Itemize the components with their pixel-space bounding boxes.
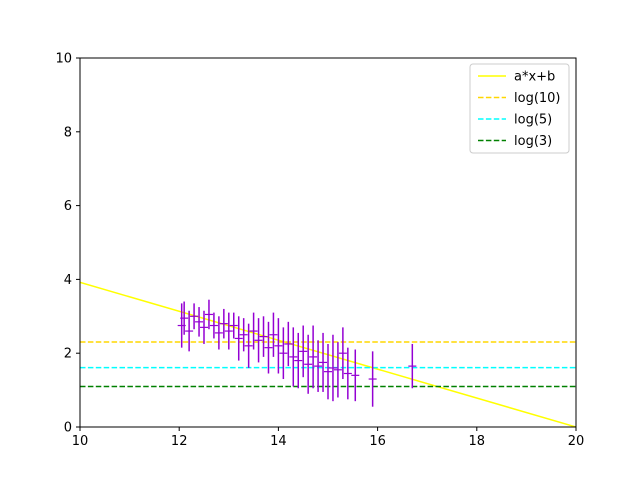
data-point (338, 327, 347, 380)
data-point (254, 318, 263, 363)
y-tick-label: 2 (64, 347, 72, 362)
y-tick-label: 0 (64, 421, 72, 436)
axis-ticks: 10 12 14 16 18 20 0 2 4 6 8 10 (55, 52, 584, 450)
data-point (229, 312, 238, 339)
data-point (284, 321, 293, 367)
data-point (180, 301, 189, 335)
x-tick-label: 10 (72, 434, 89, 449)
y-tick-label: 8 (64, 125, 72, 140)
x-tick-label: 20 (568, 434, 585, 449)
data-point (299, 325, 308, 378)
data-point (249, 312, 258, 350)
legend-label: log(3) (514, 134, 552, 149)
data-point (319, 332, 328, 392)
data-point (279, 327, 288, 380)
data-point (204, 299, 213, 330)
data-point (259, 316, 268, 357)
data-point (314, 340, 323, 392)
data-point (239, 318, 248, 352)
data-point (264, 321, 273, 374)
data-point (274, 318, 283, 374)
legend-label: a*x+b (514, 70, 555, 85)
data-point (304, 334, 313, 394)
legend-label: log(10) (514, 91, 561, 106)
x-tick-label: 18 (469, 434, 486, 449)
data-point (309, 325, 318, 389)
y-tick-label: 10 (55, 52, 72, 67)
data-point (214, 316, 223, 350)
data-point (200, 310, 208, 344)
data-point (351, 349, 360, 402)
data-point (234, 316, 243, 361)
legend-box (469, 63, 570, 154)
data-point (294, 332, 303, 389)
data-point (328, 334, 337, 402)
x-tick-label: 12 (171, 434, 188, 449)
data-point (269, 312, 278, 357)
legend-label: log(5) (514, 113, 552, 128)
data-point (368, 351, 377, 407)
axes-frame (79, 57, 577, 428)
x-tick-label: 16 (369, 434, 386, 449)
data-point (219, 308, 228, 339)
y-tick-label: 6 (64, 199, 72, 214)
data-point (289, 327, 298, 387)
data-point (190, 303, 199, 330)
data-point (324, 343, 332, 400)
data-point (244, 323, 253, 368)
data-point (185, 310, 194, 352)
data-point (333, 342, 342, 398)
data-point (209, 312, 218, 339)
y-tick-label: 4 (64, 273, 72, 288)
legend: a*x+b log(10) log(5) log(3) (469, 63, 570, 154)
x-tick-label: 14 (270, 434, 287, 449)
data-point (195, 307, 204, 337)
data-point (408, 343, 417, 389)
data-point (343, 347, 352, 400)
data-point (224, 312, 233, 350)
plot-area (80, 281, 576, 427)
